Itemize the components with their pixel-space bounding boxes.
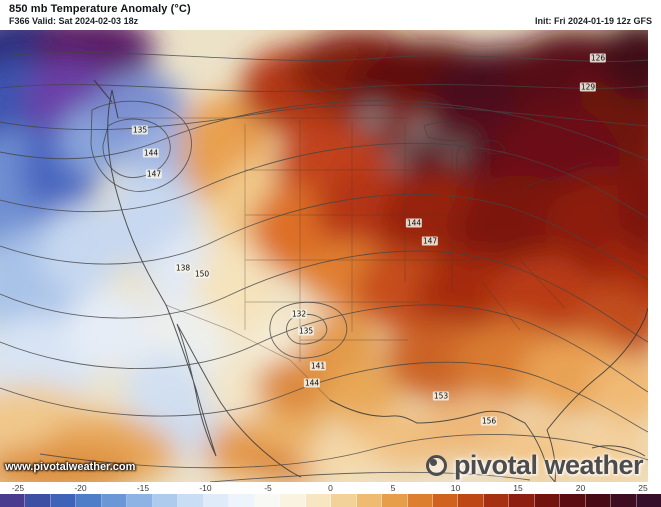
colorbar-segment <box>203 494 230 507</box>
contour-label: 144 <box>142 148 160 158</box>
colorbar-segment <box>458 494 484 507</box>
colorbar-segment <box>127 494 153 507</box>
colorbar-tick-label: -5 <box>264 483 272 493</box>
colorbar-tick-label: 20 <box>575 483 586 493</box>
colorbar-segment <box>50 494 77 507</box>
colorbar-segment <box>509 494 535 507</box>
pivotalweather-logo: pivotal weather <box>425 450 644 481</box>
init-time-text: Init: Fri 2024-01-19 12z GFS <box>534 16 652 26</box>
map-graphic <box>0 30 648 482</box>
colorbar-segment <box>636 494 661 507</box>
contour-label: 135 <box>131 125 149 135</box>
great-lakes-outline <box>423 122 593 189</box>
colorbar-segment <box>178 494 204 507</box>
colorbar-ticks: -25 -20 -15 -10 -5 0 5 10 15 20 25 <box>0 482 661 494</box>
contour-label: 141 <box>309 361 327 371</box>
contour-label: 126 <box>589 53 607 63</box>
colorbar-segment <box>0 494 26 507</box>
colorbar-segment <box>25 494 51 507</box>
colorbar-segment <box>356 494 383 507</box>
colorbar-segment <box>382 494 408 507</box>
colorbar-tick-label: 15 <box>513 483 523 493</box>
colorbar-tick-label: 25 <box>638 483 648 493</box>
colorbar <box>0 494 661 507</box>
contour-label: 156 <box>480 416 498 426</box>
colorbar-segment <box>331 494 357 507</box>
contour-label: 135 <box>297 326 315 336</box>
valid-time-text: F366 Valid: Sat 2024-02-03 18z <box>9 16 139 26</box>
colorbar-segment <box>76 494 102 507</box>
colorbar-segment <box>611 494 637 507</box>
contour-label: 144 <box>303 378 321 388</box>
colorbar-tick-label: 5 <box>390 483 396 493</box>
contour-label: 147 <box>421 236 439 246</box>
contour-label: 150 <box>193 269 211 279</box>
header-subrow: F366 Valid: Sat 2024-02-03 18z Init: Fri… <box>9 16 653 26</box>
colorbar-tick-label: 0 <box>328 483 333 493</box>
watermark-url: www.pivotalweather.com <box>5 461 136 473</box>
colorbar-segment <box>101 494 128 507</box>
contour-label: 153 <box>432 391 450 401</box>
contour-lines <box>0 52 648 482</box>
colorbar-segment <box>152 494 179 507</box>
colorbar-tick-label: -15 <box>136 483 150 493</box>
colorbar-segment <box>432 494 459 507</box>
colorbar-segment <box>254 494 281 507</box>
colorbar-segment <box>280 494 306 507</box>
contour-label: 129 <box>579 82 597 92</box>
colorbar-tick-label: -10 <box>199 483 212 493</box>
colorbar-segment <box>483 494 510 507</box>
colorbar-tick-label: -20 <box>74 483 87 493</box>
contour-label: 138 <box>174 263 192 273</box>
colorbar-segment <box>585 494 612 507</box>
coastline <box>93 79 648 482</box>
temperature-anomaly-map: www.pivotalweather.com pivotal weather 1… <box>0 30 648 482</box>
colorbar-tick-label: 10 <box>450 483 461 493</box>
colorbar-segment <box>407 494 433 507</box>
anomaly-field <box>0 30 648 482</box>
contour-label: 144 <box>405 218 423 228</box>
pivotalweather-logo-icon <box>425 455 447 476</box>
pivotalweather-logo-text: pivotal weather <box>453 450 644 480</box>
state-borders <box>118 117 566 401</box>
colorbar-segment <box>229 494 255 507</box>
colorbar-tick-label: -25 <box>11 483 25 493</box>
contour-label: 147 <box>145 169 163 179</box>
colorbar-segment <box>560 494 586 507</box>
colorbar-segment <box>534 494 561 507</box>
colorbar-segment <box>305 494 332 507</box>
map-header: 850 mb Temperature Anomaly (°C) F366 Val… <box>0 0 661 30</box>
map-title: 850 mb Temperature Anomaly (°C) <box>9 3 191 15</box>
contour-label: 132 <box>290 309 308 319</box>
